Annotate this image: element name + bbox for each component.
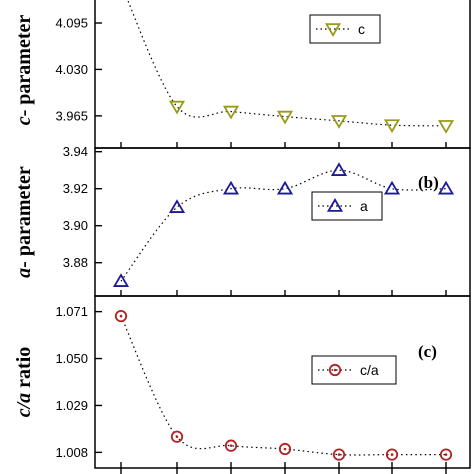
y-axis-title-rest: - parameter (13, 15, 35, 117)
legend-box (311, 191, 383, 221)
panel-tag: (b) (418, 173, 439, 192)
legend: c (309, 14, 381, 44)
y-axis-title-rest: ratio (13, 347, 35, 393)
data-point (439, 448, 453, 461)
y-tick-labels: 3.965 4.030 4.095 (55, 16, 88, 124)
legend-marker (328, 363, 342, 377)
y-tick-labels: 1.008 1.029 1.050 1.071 (55, 304, 88, 460)
y-tick-label: 1.008 (55, 445, 88, 460)
x-ticks (120, 462, 447, 474)
legend: a (311, 191, 383, 221)
y-axis-title: a- parameter (13, 166, 35, 278)
y-ticks (95, 22, 102, 117)
y-tick-labels: 3.88 3.90 3.92 3.94 (63, 144, 88, 270)
data-point-center (390, 453, 394, 456)
y-tick-label: 3.94 (63, 144, 88, 159)
data-point (168, 199, 186, 213)
data-point (383, 119, 401, 134)
legend-marker (326, 198, 344, 212)
data-point-center (283, 447, 287, 451)
x-ticks (120, 142, 447, 148)
data-point (222, 180, 240, 195)
y-axis-title-variable: a (13, 268, 35, 278)
legend-box (311, 355, 397, 385)
data-point (114, 310, 128, 323)
y-tick-label: 1.029 (55, 398, 88, 413)
series-clip (114, 310, 453, 461)
y-axis-title: c- parameter (13, 15, 35, 126)
y-tick-label: 3.965 (55, 108, 88, 123)
data-point-center (337, 453, 341, 456)
data-point (112, 273, 130, 287)
series-line (127, 0, 447, 127)
data-point (437, 180, 455, 195)
data-point (330, 162, 348, 176)
series-line (120, 315, 446, 456)
y-tick-label: 3.90 (63, 218, 88, 233)
y-axis-title-rest: - parameter (13, 166, 35, 268)
data-point-center (444, 453, 448, 456)
legend-label: c (358, 21, 365, 37)
plot-frame (94, 295, 471, 469)
series-layer (127, 0, 455, 134)
x-ticks (120, 290, 447, 296)
y-ticks (95, 310, 102, 454)
data-point-center (175, 435, 179, 439)
data-point (222, 105, 240, 120)
data-point (383, 180, 401, 195)
data-point (168, 100, 186, 115)
y-tick-label: 3.92 (63, 181, 88, 196)
data-point-center (119, 314, 123, 318)
y-tick-label: 4.095 (55, 16, 88, 31)
y-ticks (95, 150, 102, 264)
legend-marker (324, 23, 342, 37)
y-axis-title-variable: c/a (13, 393, 35, 417)
data-point (224, 439, 238, 452)
panel-ca-ratio: 1.008 1.029 1.050 1.071 c/a ratio (c) c/a (13, 295, 471, 474)
y-axis-title: c/a ratio (13, 347, 35, 418)
panel-a-parameter: 3.883.903.923.94 a- parameter (b) a (13, 144, 471, 297)
legend-label: a (360, 198, 368, 214)
data-point (437, 120, 455, 134)
data-point (276, 180, 294, 195)
data-point (278, 442, 292, 456)
y-tick-label: 4.030 (55, 62, 88, 77)
data-point (276, 110, 294, 125)
panel-tag: (c) (418, 342, 437, 361)
y-tick-label: 3.88 (63, 255, 88, 270)
y-axis-title-variable: c (13, 116, 35, 125)
series-clip (127, 0, 455, 134)
data-point (330, 115, 348, 129)
data-point (332, 448, 346, 461)
series-layer (112, 162, 455, 287)
data-point (385, 448, 399, 461)
data-point (170, 430, 184, 443)
legend: c/a (311, 355, 397, 385)
plot-frame (94, 147, 471, 297)
legend-label: c/a (360, 362, 379, 378)
y-tick-label: 1.050 (55, 351, 88, 366)
y-tick-label: 1.071 (55, 304, 88, 319)
legend-marker-center (333, 368, 337, 372)
data-point-center (229, 444, 233, 447)
series-clip (112, 162, 455, 287)
series-layer (114, 310, 453, 461)
